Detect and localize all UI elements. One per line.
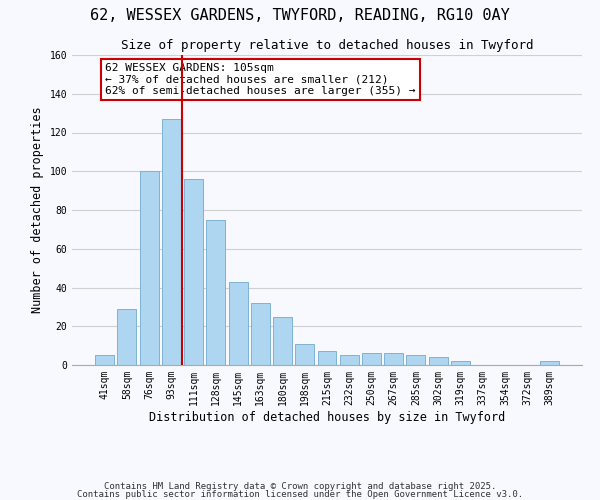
Y-axis label: Number of detached properties: Number of detached properties (31, 106, 44, 314)
Bar (118, 309, 136, 365)
Bar (295, 344, 314, 365)
Bar (540, 361, 559, 365)
Bar (273, 316, 292, 365)
Bar (384, 354, 403, 365)
Bar (317, 352, 337, 365)
Bar (95, 356, 114, 365)
Text: 62, WESSEX GARDENS, TWYFORD, READING, RG10 0AY: 62, WESSEX GARDENS, TWYFORD, READING, RG… (90, 8, 510, 22)
Bar (362, 354, 381, 365)
Bar (206, 220, 225, 365)
Bar (162, 119, 181, 365)
Bar (140, 171, 158, 365)
Bar (251, 303, 270, 365)
Bar (451, 361, 470, 365)
Bar (406, 356, 425, 365)
Bar (184, 179, 203, 365)
Bar (229, 282, 248, 365)
Bar (429, 357, 448, 365)
Title: Size of property relative to detached houses in Twyford: Size of property relative to detached ho… (121, 40, 533, 52)
X-axis label: Distribution of detached houses by size in Twyford: Distribution of detached houses by size … (149, 410, 505, 424)
Text: Contains HM Land Registry data © Crown copyright and database right 2025.: Contains HM Land Registry data © Crown c… (104, 482, 496, 491)
Text: 62 WESSEX GARDENS: 105sqm
← 37% of detached houses are smaller (212)
62% of semi: 62 WESSEX GARDENS: 105sqm ← 37% of detac… (105, 62, 416, 96)
Bar (340, 356, 359, 365)
Text: Contains public sector information licensed under the Open Government Licence v3: Contains public sector information licen… (77, 490, 523, 499)
